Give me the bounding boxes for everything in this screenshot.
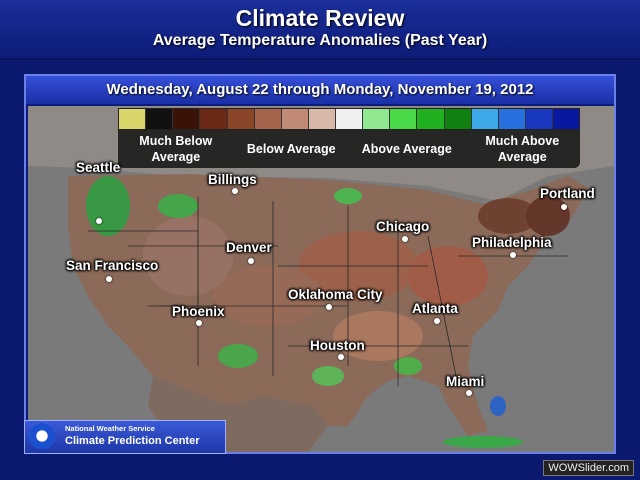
city-miami: Miami (446, 374, 485, 389)
page-title: Climate Review (235, 5, 405, 31)
logo-line2: Climate Prediction Center (65, 435, 200, 447)
legend-swatch (498, 109, 526, 129)
legend: Much Below Average Below Average Above A… (118, 108, 580, 194)
city-houston: Houston (310, 338, 365, 353)
city-marker (402, 236, 408, 242)
state-borders (88, 196, 568, 387)
legend-swatch (444, 109, 472, 129)
city-marker (96, 218, 102, 224)
city-marker (248, 258, 254, 264)
legend-swatch (390, 109, 418, 129)
legend-swatch (553, 109, 580, 129)
city-marker (338, 354, 344, 360)
noaa-logo-icon (29, 423, 55, 449)
legend-swatch (525, 109, 553, 129)
logo-line1: National Weather Service (65, 424, 155, 433)
city-marker (106, 276, 112, 282)
watermark: WOWSlider.com (543, 460, 634, 476)
legend-swatch (336, 109, 364, 129)
city-marker (196, 320, 202, 326)
city-marker (434, 318, 440, 324)
city-chicago: Chicago (376, 219, 430, 234)
anomaly-patches (86, 176, 570, 448)
map-panel: Wednesday, August 22 through Monday, Nov… (24, 74, 616, 454)
city-oklahoma-city: Oklahoma City (288, 287, 383, 302)
city-marker (326, 304, 332, 310)
legend-swatch (308, 109, 336, 129)
legend-swatch (281, 109, 309, 129)
legend-label: Above Average (361, 142, 452, 156)
legend-swatches (118, 108, 580, 130)
date-range: Wednesday, August 22 through Monday, Nov… (26, 76, 614, 104)
city-phoenix: Phoenix (172, 304, 225, 319)
city-billings: Billings (208, 172, 257, 187)
legend-swatch (173, 109, 201, 129)
city-san-francisco: San Francisco (66, 258, 159, 273)
city-atlanta: Atlanta (412, 301, 458, 316)
legend-label: Much Above Average (485, 134, 560, 164)
legend-swatch (471, 109, 499, 129)
legend-swatch (417, 109, 445, 129)
legend-swatch (363, 109, 391, 129)
city-portland: Portland (540, 186, 595, 201)
city-marker (232, 188, 238, 194)
legend-swatch (200, 109, 228, 129)
page-subtitle: Average Temperature Anomalies (Past Year… (152, 32, 488, 49)
city-seattle: Seattle (76, 160, 121, 175)
city-philadelphia: Philadelphia (472, 235, 552, 250)
legend-labels: Much Below Average Below Average Above A… (118, 130, 580, 168)
legend-swatch (227, 109, 255, 129)
legend-swatch (254, 109, 282, 129)
ncep-logo: National Weather Service Climate Predict… (24, 420, 226, 454)
legend-label: Much Below Average (139, 134, 213, 164)
city-marker (561, 204, 567, 210)
city-denver: Denver (226, 240, 272, 255)
legend-label: Below Average (246, 142, 336, 156)
legend-swatch (146, 109, 174, 129)
city-marker (510, 252, 516, 258)
header: Climate Review Average Temperature Anoma… (0, 0, 640, 60)
legend-swatch (119, 109, 147, 129)
city-marker (466, 390, 472, 396)
